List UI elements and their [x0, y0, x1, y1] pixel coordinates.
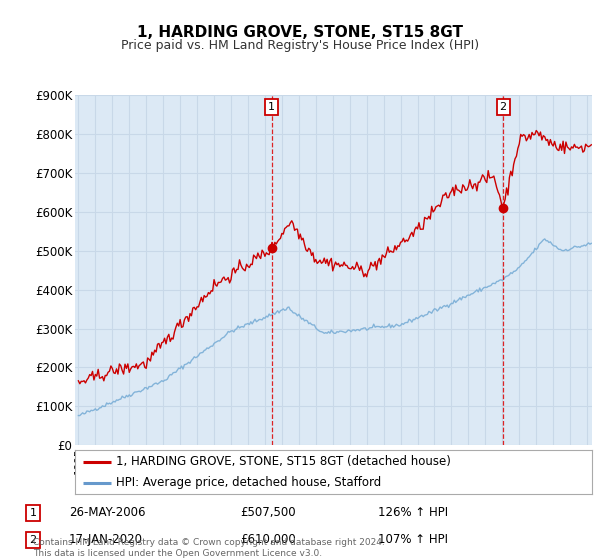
Text: £610,000: £610,000 — [240, 533, 296, 547]
Text: 1: 1 — [268, 102, 275, 112]
Text: 2: 2 — [500, 102, 507, 112]
Text: Contains HM Land Registry data © Crown copyright and database right 2024.
This d: Contains HM Land Registry data © Crown c… — [33, 538, 385, 558]
Text: Price paid vs. HM Land Registry's House Price Index (HPI): Price paid vs. HM Land Registry's House … — [121, 39, 479, 52]
Text: 1: 1 — [29, 508, 37, 518]
Text: HPI: Average price, detached house, Stafford: HPI: Average price, detached house, Staf… — [116, 476, 382, 489]
Text: 107% ↑ HPI: 107% ↑ HPI — [378, 533, 448, 547]
Text: £507,500: £507,500 — [240, 506, 296, 520]
Text: 1, HARDING GROVE, STONE, ST15 8GT: 1, HARDING GROVE, STONE, ST15 8GT — [137, 25, 463, 40]
Text: 1, HARDING GROVE, STONE, ST15 8GT (detached house): 1, HARDING GROVE, STONE, ST15 8GT (detac… — [116, 455, 451, 468]
Text: 126% ↑ HPI: 126% ↑ HPI — [378, 506, 448, 520]
Text: 17-JAN-2020: 17-JAN-2020 — [69, 533, 143, 547]
Text: 26-MAY-2006: 26-MAY-2006 — [69, 506, 146, 520]
Text: 2: 2 — [29, 535, 37, 545]
